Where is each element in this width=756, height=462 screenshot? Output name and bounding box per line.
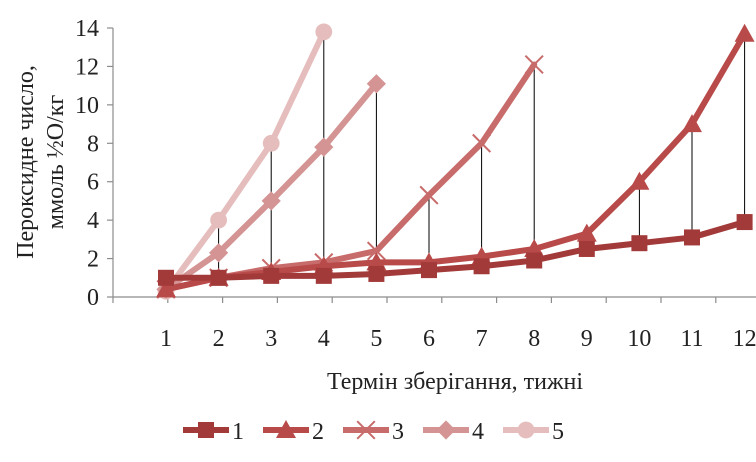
x-tick-label: 4 — [318, 326, 330, 352]
y-tick-label: 6 — [87, 170, 99, 196]
series-4 — [156, 74, 386, 299]
legend-swatch-marker — [276, 420, 296, 438]
series-1-point — [736, 214, 753, 231]
series-1-point — [631, 235, 648, 252]
series-4-point — [314, 137, 334, 157]
series-5-point — [210, 211, 228, 229]
y-tick-label: 8 — [87, 131, 99, 157]
x-tick-label: 7 — [476, 326, 488, 352]
y-tick-labels: 0 2 4 6 8 10 12 14 — [75, 16, 99, 311]
series-1-line — [163, 219, 748, 281]
y-tick-label: 2 — [87, 247, 99, 273]
x-tick-label: 10 — [627, 326, 651, 352]
series-4-point — [366, 74, 386, 94]
y-axis-title-line2: ммоль ½О/кг — [43, 95, 69, 230]
series-3-point — [472, 133, 492, 153]
series-5-point — [262, 134, 280, 152]
x-tick-labels: 1 2 3 4 5 6 7 8 9 10 11 12 — [160, 326, 756, 352]
series-2-point — [156, 279, 176, 298]
y-axis-title-line1: Пероксидне число, — [13, 65, 39, 259]
x-tick-label: 8 — [528, 326, 540, 352]
series-1-point — [368, 265, 385, 282]
legend-label: 2 — [312, 419, 324, 445]
series-1-point — [473, 258, 490, 275]
series-2-point — [366, 252, 387, 271]
series-1 — [158, 214, 753, 286]
y-tick-label: 4 — [87, 208, 99, 234]
series-1-point — [263, 267, 280, 284]
x-axis-title: Термін зберігання, тижні — [327, 369, 583, 395]
series-1-point — [526, 252, 543, 269]
legend-item-5: 5 — [503, 419, 564, 445]
y-tick-label: 0 — [87, 285, 99, 311]
series-2-point — [734, 23, 755, 42]
legend-item-3: 3 — [343, 419, 404, 445]
series-2 — [156, 23, 755, 298]
legend-item-2: 2 — [263, 419, 324, 445]
series-5-point — [315, 23, 333, 41]
legend-swatch-marker — [198, 422, 214, 438]
legend: 1 2 3 4 5 — [183, 419, 564, 445]
legend-swatch-marker — [436, 420, 456, 440]
legend-item-4: 4 — [423, 419, 484, 445]
series-1-point — [158, 269, 174, 286]
series-3-point — [419, 185, 439, 205]
legend-item-1: 1 — [183, 419, 244, 445]
series-2-point — [576, 223, 597, 242]
legend-label: 3 — [392, 419, 404, 445]
series-5-line — [163, 28, 327, 295]
x-tick-label: 5 — [370, 326, 382, 352]
series-3-point — [524, 54, 544, 75]
y-tick-label: 12 — [75, 54, 99, 80]
series-2-point — [682, 114, 702, 133]
x-tick-label: 11 — [680, 326, 703, 352]
series-4-point — [261, 191, 281, 211]
legend-label: 4 — [472, 419, 484, 445]
y-tick-label: 14 — [75, 16, 99, 42]
series-1-point — [210, 269, 227, 286]
x-tick-label: 1 — [160, 326, 172, 352]
legend-label: 1 — [232, 419, 244, 445]
series-layer — [156, 23, 755, 300]
series-1-point — [315, 267, 332, 284]
series-3-point — [366, 241, 386, 261]
series-1-point — [684, 229, 700, 246]
x-tick-label: 2 — [213, 326, 225, 352]
legend-swatch-marker — [517, 421, 535, 439]
series-2-point — [524, 238, 545, 257]
x-tick-label: 3 — [265, 326, 277, 352]
x-tick-label: 12 — [733, 326, 756, 352]
legend-label: 5 — [552, 419, 564, 445]
series-1-point — [421, 262, 437, 279]
series-4-point — [209, 243, 229, 263]
x-tick-label: 9 — [581, 326, 593, 352]
series-2-point — [629, 171, 650, 190]
series-2-line — [163, 30, 748, 293]
y-tick-label: 10 — [75, 93, 99, 119]
x-tick-label: 6 — [423, 326, 435, 352]
series-1-point — [578, 240, 595, 257]
legend-swatch-marker — [356, 420, 376, 440]
